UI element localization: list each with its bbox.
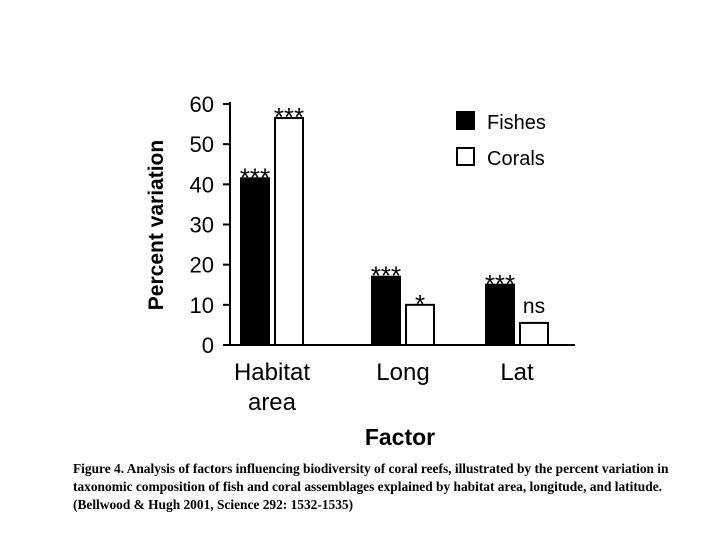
- bar-corals: [274, 117, 304, 346]
- significance-labels: ****** ******* ns: [240, 102, 545, 319]
- significance-label: *: [415, 289, 425, 319]
- x-axis: Habitat area Long Lat: [229, 344, 575, 416]
- y-axis: 0 10 20 30 40 50 60: [190, 92, 231, 358]
- bar-corals: [519, 321, 549, 346]
- legend-swatch-fishes: [456, 111, 475, 130]
- y-tick-label: 0: [202, 333, 214, 358]
- significance-label: ***: [240, 162, 270, 192]
- y-tick-label: 50: [190, 132, 214, 157]
- x-tick-label: Habitat: [234, 359, 310, 386]
- y-tick-label: 10: [190, 293, 214, 318]
- legend-label: Corals: [487, 148, 545, 170]
- y-axis-title: Percent variation: [145, 140, 168, 310]
- x-tick-label: area: [248, 389, 297, 416]
- y-tick-label: 20: [190, 253, 214, 278]
- y-tick-label: 40: [190, 172, 214, 197]
- bar-fishes: [240, 177, 270, 346]
- significance-label: ***: [274, 102, 304, 132]
- legend-label: Fishes: [487, 112, 546, 134]
- significance-label: ***: [485, 269, 515, 299]
- bars: [240, 117, 549, 347]
- x-tick-label: Lat: [500, 359, 534, 386]
- figure-caption: Figure 4. Analysis of factors influencin…: [73, 461, 669, 512]
- x-axis-title: Factor: [365, 424, 435, 450]
- y-tick-label: 60: [190, 92, 214, 117]
- x-tick-label: Long: [376, 359, 429, 386]
- legend: Fishes Corals: [456, 111, 546, 170]
- legend-swatch-corals: [456, 147, 475, 166]
- significance-label: ns: [523, 295, 545, 318]
- bar-fishes: [485, 283, 515, 346]
- y-tick-label: 30: [190, 213, 214, 238]
- significance-label: ***: [371, 261, 401, 291]
